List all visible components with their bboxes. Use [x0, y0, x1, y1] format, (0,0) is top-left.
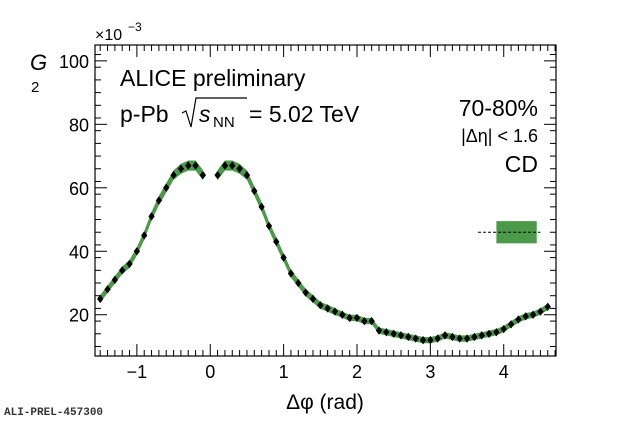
data-point-25 [287, 269, 295, 278]
correlation-label: CD [505, 151, 538, 177]
data-point-15 [214, 170, 221, 180]
data-point-11 [177, 164, 185, 173]
data-point-51 [478, 331, 485, 340]
data-point-10 [170, 170, 177, 180]
data-point-35 [361, 316, 368, 326]
energy-symbol: s [199, 101, 211, 127]
data-point-56 [515, 315, 522, 324]
eta-cut-label: |Δη| < 1.6 [461, 126, 538, 146]
data-point-13 [192, 161, 199, 170]
data-point-48 [456, 334, 463, 343]
data-point-20 [251, 186, 258, 196]
data-point-33 [346, 313, 353, 323]
data-point-21 [258, 202, 265, 212]
data-point-47 [449, 332, 456, 342]
data-point-58 [529, 310, 537, 319]
data-point-32 [339, 310, 346, 319]
data-point-59 [537, 307, 544, 316]
energy-subscript: NN [213, 114, 235, 131]
x-tick-label-2: 1 [279, 362, 289, 382]
data-point-7 [148, 212, 155, 221]
data-point-57 [522, 312, 529, 321]
data-point-3 [119, 266, 126, 275]
plot-frame [94, 44, 557, 357]
data-point-22 [265, 221, 273, 231]
y-tick-label-1: 40 [69, 242, 89, 262]
data-point-24 [280, 253, 287, 262]
energy-value: = 5.02 TeV [249, 101, 360, 127]
x-tick-label-1: 0 [205, 362, 215, 382]
data-point-60 [544, 302, 551, 312]
data-point-42 [412, 334, 419, 343]
y-tick-label-3: 80 [69, 115, 89, 135]
data-point-40 [397, 331, 405, 340]
data-point-38 [383, 327, 390, 337]
data-point-39 [390, 329, 397, 338]
data-markers [97, 161, 551, 345]
systematic-bands [100, 160, 548, 344]
data-point-37 [375, 326, 383, 335]
y-multiplier: ×10 [95, 27, 122, 44]
data-point-23 [273, 237, 280, 246]
data-point-45 [434, 334, 441, 343]
y-tick-label-0: 20 [69, 306, 89, 326]
data-point-36 [368, 316, 375, 326]
data-point-1 [104, 285, 111, 294]
data-point-12 [185, 161, 192, 170]
data-point-26 [295, 278, 302, 288]
watermark: ALI-PREL-457300 [4, 407, 103, 419]
data-point-54 [500, 324, 507, 334]
y-axis-title: G [30, 50, 47, 75]
y-tick-label-4: 100 [59, 52, 89, 72]
band-segment-1 [217, 160, 548, 344]
system-label: p-Pb [120, 101, 169, 127]
data-point-8 [155, 196, 163, 205]
data-point-29 [317, 301, 324, 310]
reference-marks [478, 221, 541, 244]
data-point-17 [229, 161, 236, 170]
data-point-16 [221, 161, 229, 170]
data-point-31 [331, 307, 339, 316]
x-axis-title: Δφ (rad) [286, 391, 364, 414]
x-tick-label-4: 3 [425, 362, 435, 382]
data-point-46 [441, 331, 449, 340]
y-axis-title-subscript: 2 [31, 79, 39, 96]
data-point-53 [493, 327, 500, 337]
data-point-52 [485, 329, 493, 338]
data-point-19 [243, 170, 251, 180]
data-point-55 [507, 320, 515, 329]
data-point-28 [309, 294, 317, 304]
data-point-27 [302, 288, 309, 297]
band-segment-0 [100, 160, 203, 303]
x-tick-label-5: 4 [499, 362, 509, 382]
reference-uncertainty-box [496, 221, 537, 244]
chart-title: ALICE preliminary [120, 65, 306, 91]
data-point-6 [141, 231, 148, 240]
data-point-4 [126, 259, 133, 269]
x-tick-label-0: −1 [127, 362, 148, 382]
axis-ticks: −1 0 1 2 3 4 20 40 60 80 100 [59, 45, 556, 382]
data-point-0 [97, 294, 104, 304]
data-point-18 [236, 164, 243, 173]
data-point-49 [463, 334, 471, 343]
data-point-50 [471, 332, 478, 342]
y-multiplier-exponent: −3 [128, 20, 142, 34]
data-point-34 [353, 313, 361, 323]
data-point-9 [163, 183, 170, 193]
sqrt-symbol [181, 97, 247, 128]
y-tick-label-2: 60 [69, 179, 89, 199]
data-point-41 [405, 332, 412, 342]
data-point-5 [133, 247, 141, 256]
data-point-14 [199, 170, 207, 180]
x-tick-label-3: 2 [352, 362, 362, 382]
data-point-44 [427, 335, 434, 345]
data-point-2 [111, 275, 119, 285]
data-point-30 [324, 304, 331, 313]
centrality-label: 70-80% [459, 95, 538, 121]
data-point-43 [419, 335, 427, 345]
